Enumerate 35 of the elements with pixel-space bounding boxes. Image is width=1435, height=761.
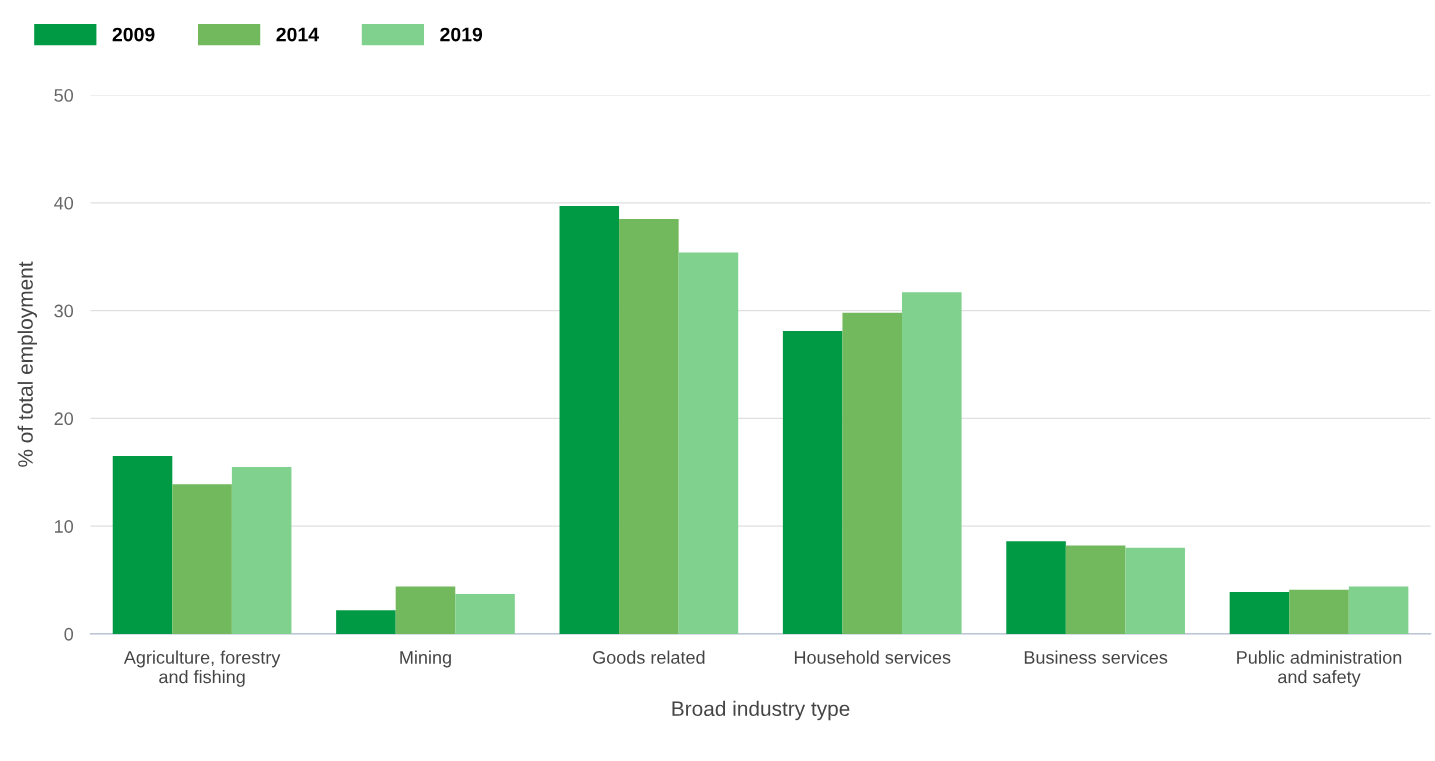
bar <box>619 219 679 634</box>
x-tick-label: Agriculture, forestry and fishing <box>123 650 281 687</box>
x-axis-title: Broad industry type <box>672 700 850 721</box>
bar <box>559 206 620 634</box>
bar <box>455 594 515 634</box>
bar <box>902 292 962 634</box>
bar <box>842 312 903 634</box>
y-tick-label: 40 <box>54 196 74 210</box>
bar <box>1125 547 1185 634</box>
bar <box>395 586 456 634</box>
legend-label: 2009 <box>112 27 155 42</box>
y-tick-label: 50 <box>54 89 74 102</box>
y-tick-label: 0 <box>64 627 74 641</box>
bar <box>1006 541 1066 634</box>
x-tick-label: Mining <box>400 650 451 668</box>
y-tick-label: 20 <box>54 412 74 426</box>
x-tick-label: Household services <box>794 650 951 664</box>
legend-label: 2014 <box>276 27 319 42</box>
x-tick-label: Goods related <box>593 650 705 664</box>
bar <box>336 610 396 634</box>
x-tick-label: Public administration and safety <box>1237 650 1402 687</box>
bar <box>1348 586 1409 634</box>
bar <box>1229 591 1290 634</box>
y-tick-label: 10 <box>55 520 74 533</box>
y-tick-label: 30 <box>54 304 74 318</box>
y-axis-title: % of total employment <box>17 261 37 467</box>
bar <box>231 466 292 634</box>
bar <box>782 331 843 634</box>
legend-label: 2019 <box>440 27 483 42</box>
bar <box>1289 589 1349 634</box>
bar <box>678 252 739 634</box>
x-tick-label: Business services <box>1024 650 1168 664</box>
bar <box>1065 545 1126 634</box>
bar <box>112 456 173 634</box>
bar <box>172 484 232 634</box>
